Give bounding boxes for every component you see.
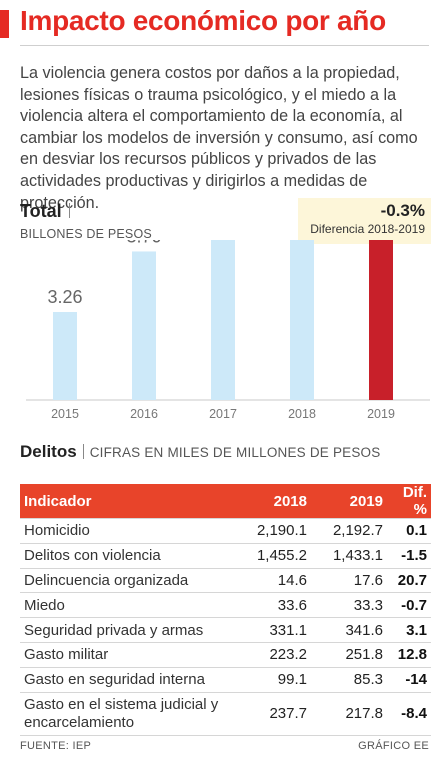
table-row: Delitos con violencia 1,455.2 1,433.1 -1.5 (20, 542, 431, 569)
header-2019: 2019 (311, 484, 387, 519)
graphic-credit: GRÁFICO EE (358, 740, 429, 752)
bar-2019 (369, 240, 393, 400)
row-value-2018: 14.6 (226, 567, 311, 593)
intro-paragraph: La violencia genera costos por daños a l… (20, 64, 418, 212)
x-tick-label: 2016 (130, 407, 158, 421)
crimes-section-subtitle: CIFRAS EN MILES DE MILLONES DE PESOS (89, 445, 381, 460)
row-indicator: Miedo (20, 592, 226, 618)
x-tick-label: 2018 (288, 407, 316, 421)
bar-value-label: 3.70 (126, 240, 161, 246)
total-label-text: Total (20, 201, 62, 221)
row-diff: -8.4 (387, 691, 431, 736)
total-bar-chart: 3.2620153.7020164.1120174.5820184.572019 (26, 240, 430, 421)
row-indicator: Gasto militar (20, 641, 226, 668)
x-tick-label: 2015 (51, 407, 79, 421)
section-separator (68, 203, 70, 218)
bar-2016 (132, 251, 156, 400)
row-diff: -0.7 (387, 592, 431, 618)
row-indicator: Gasto en seguridad interna (20, 666, 226, 693)
crimes-table: Indicador 2018 2019 Dif. % Homicidio 2,19… (20, 484, 431, 736)
crimes-section-header: Delitos CIFRAS EN MILES DE MILLONES DE PE… (20, 442, 380, 462)
row-indicator: Seguridad privada y armas (20, 617, 226, 643)
difference-label: Diferencia 2018-2019 (310, 222, 425, 236)
row-diff: -14 (387, 666, 431, 693)
total-units-label: BILLONES DE PESOS (20, 227, 152, 241)
row-indicator: Homicidio (20, 518, 226, 544)
header-diff: Dif. % (387, 484, 431, 519)
row-value-2018: 33.6 (226, 592, 311, 618)
header-2018: 2018 (226, 484, 311, 519)
x-tick-label: 2019 (367, 407, 395, 421)
table-row: Seguridad privada y armas 331.1 341.6 3.1 (20, 617, 431, 643)
row-value-2019: 217.8 (311, 691, 387, 736)
row-diff: -1.5 (387, 542, 431, 569)
source-note: FUENTE: IEP (20, 740, 92, 752)
row-value-2019: 85.3 (311, 666, 387, 693)
page-title: Impacto económico por año (20, 5, 386, 36)
total-section-label: Total (20, 201, 70, 222)
row-diff: 12.8 (387, 641, 431, 668)
row-value-2018: 1,455.2 (226, 542, 311, 569)
header-indicator: Indicador (20, 484, 226, 519)
table-row: Delincuencia organizada 14.6 17.6 20.7 (20, 567, 431, 593)
title-divider (20, 45, 429, 46)
bar-2018 (290, 240, 314, 401)
row-diff: 3.1 (387, 617, 431, 643)
bar-value-label: 3.26 (47, 287, 82, 307)
row-diff: 20.7 (387, 567, 431, 593)
row-value-2019: 17.6 (311, 567, 387, 593)
row-indicator: Delincuencia organizada (20, 567, 226, 593)
row-value-2019: 251.8 (311, 641, 387, 668)
table-row: Gasto en seguridad interna 99.1 85.3 -14 (20, 666, 431, 693)
crimes-section-label: Delitos (20, 442, 77, 461)
row-value-2019: 1,433.1 (311, 542, 387, 569)
row-value-2019: 341.6 (311, 617, 387, 643)
difference-callout: -0.3% Diferencia 2018-2019 (298, 198, 431, 244)
table-header-row: Indicador 2018 2019 Dif. % (20, 484, 431, 519)
row-indicator: Gasto en el sistema judicial y encarcela… (20, 691, 226, 736)
row-value-2018: 99.1 (226, 666, 311, 693)
table-row: Miedo 33.6 33.3 -0.7 (20, 592, 431, 618)
bar-2017 (211, 240, 235, 400)
row-indicator: Delitos con violencia (20, 542, 226, 569)
row-value-2019: 33.3 (311, 592, 387, 618)
row-diff: 0.1 (387, 518, 431, 544)
section-separator (82, 444, 84, 459)
row-value-2018: 237.7 (226, 691, 311, 736)
table-row: Gasto militar 223.2 251.8 12.8 (20, 641, 431, 668)
difference-value: -0.3% (380, 201, 425, 220)
row-value-2018: 223.2 (226, 641, 311, 668)
row-value-2018: 331.1 (226, 617, 311, 643)
row-value-2018: 2,190.1 (226, 518, 311, 544)
bar-2015 (53, 312, 77, 400)
table-row: Gasto en el sistema judicial y encarcela… (20, 691, 431, 736)
title-accent-bar (0, 10, 9, 38)
x-tick-label: 2017 (209, 407, 237, 421)
row-value-2019: 2,192.7 (311, 518, 387, 544)
table-row: Homicidio 2,190.1 2,192.7 0.1 (20, 518, 431, 544)
